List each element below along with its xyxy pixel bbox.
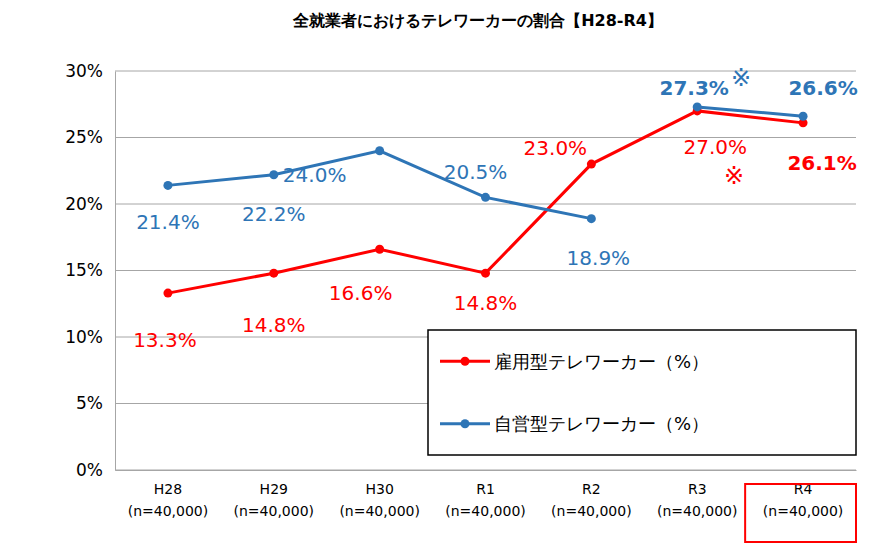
x-tick-label: R3 (n=40,000) [657,481,738,519]
grid [115,71,856,470]
annotation: ※ [724,162,744,190]
y-axis-line [115,72,116,471]
x-tick: R3 (n=40,000) [657,470,738,519]
y-tick-label: 5% [76,393,103,413]
y-tick: 5% [76,393,115,413]
series-marker [163,181,172,190]
legend: 雇用型テレワーカー（%） 自営型テレワーカー（%） [428,330,856,455]
data-label: 26.6% [788,76,857,100]
series-marker [375,146,384,155]
y-tick-label: 25% [65,127,103,147]
data-label: 23.0% [524,136,588,160]
series-marker [481,269,490,278]
y-tick-label: 20% [65,194,103,214]
x-tick-label-line: H30 [365,481,393,497]
highlight-box [745,484,856,542]
series-marker [269,170,278,179]
x-tick-label-line: (n=40,000) [128,503,209,519]
y-tick: 15% [65,260,115,280]
y-tick: 25% [65,127,115,147]
grid-line [115,470,856,471]
grid-line [115,204,856,205]
series-marker [269,269,278,278]
data-label: 26.1% [787,151,856,175]
x-tick-label-line: (n=40,000) [339,503,420,519]
data-label: 27.3% [660,76,729,100]
x-tick: H29 (n=40,000) [234,470,315,519]
data-label: 27.0% [683,135,747,159]
legend-marker [461,357,470,366]
x-tick-label-line: (n=40,000) [551,503,632,519]
series-marker [375,245,384,254]
data-labels: 13.3% 14.8% 16.6% 14.8% 23.0% 27.0% 26.1% 21.4%… [133,76,858,352]
x-tick: R4(n=40,000) [763,470,844,519]
legend-box [428,330,856,455]
title: 全就業者におけるテレワーカーの割合【H28-R4】 [292,11,663,30]
annotation: ※ [731,64,751,92]
x-tick-label-line: (n=40,000) [445,503,526,519]
data-label: 24.0% [283,163,347,187]
x-tick-label: H29 (n=40,000) [234,481,315,519]
data-label: 21.4% [136,210,200,234]
legend-label: 自営型テレワーカー（%） [494,413,709,434]
x-tick-label-line: H29 [260,481,288,497]
series-marker [799,112,808,121]
series-marker [587,214,596,223]
y-tick-label: 15% [65,260,103,280]
series-marker [163,289,172,298]
y-tick: 30% [65,61,115,81]
legend-marker [461,419,470,428]
x-tick-label-line: (n=40,000) [763,503,844,519]
x-tick-label: R1 (n=40,000) [445,481,526,519]
data-label: 13.3% [133,328,197,352]
x-tick-label-line: R2 [582,481,601,497]
x-tick-label-line: (n=40,000) [657,503,738,519]
y-tick-label: 30% [65,61,103,81]
y-tick: 20% [65,194,115,214]
x-tick-label-line: R3 [688,481,707,497]
series-marker [587,160,596,169]
series-line [697,107,803,116]
x-tick-label: R4(n=40,000) [763,481,844,519]
data-label: 14.8% [454,291,518,315]
series-marker [693,102,702,111]
y-tick: 10% [65,327,115,347]
x-axis-line [116,470,857,471]
y-tick-label: 10% [65,327,103,347]
y-tick: 0% [76,460,115,480]
series-line [168,111,803,293]
data-label: 18.9% [567,246,631,270]
x-tick-label: H30 (n=40,000) [339,481,420,519]
y-axis: 0% 5% 10% 15% 20% 25% 30% [65,61,115,480]
legend-label: 雇用型テレワーカー（%） [494,351,709,372]
series-marker [481,193,490,202]
data-label: 14.8% [242,313,306,337]
x-tick: H30 (n=40,000) [339,470,420,519]
x-tick: R1 (n=40,000) [445,470,526,519]
data-label: 16.6% [329,281,393,305]
plot-area [163,102,807,297]
data-label: 20.5% [444,160,508,184]
chart: 全就業者におけるテレワーカーの割合【H28-R4】 0% 5% 10% 15% 20% 25… [0,0,886,544]
data-label: 22.2% [242,202,306,226]
y-tick-label: 0% [76,460,103,480]
x-tick: H28 (n=40,000) [128,470,209,519]
x-tick-label: H28 (n=40,000) [128,481,209,519]
x-tick: R2 (n=40,000) [551,470,632,519]
x-tick-label-line: H28 [154,481,182,497]
x-tick-label-line: R1 [476,481,495,497]
x-tick-label: R2 (n=40,000) [551,481,632,519]
series-line [168,151,591,219]
x-tick-label-line: (n=40,000) [234,503,315,519]
